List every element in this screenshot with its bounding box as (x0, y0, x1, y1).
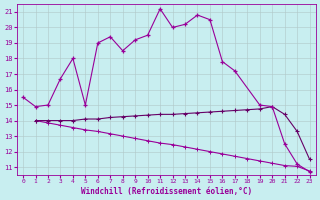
X-axis label: Windchill (Refroidissement éolien,°C): Windchill (Refroidissement éolien,°C) (81, 187, 252, 196)
